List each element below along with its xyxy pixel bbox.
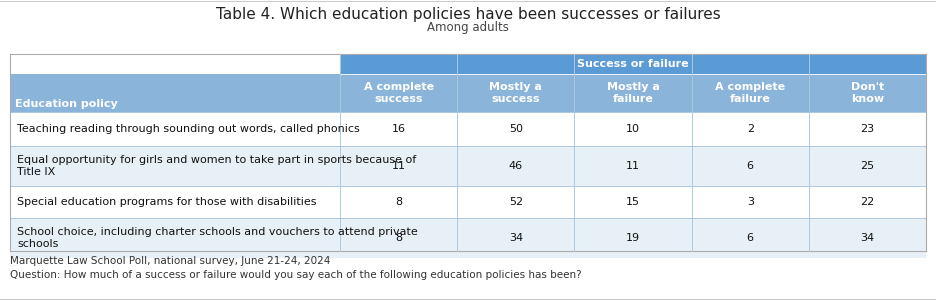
Text: 52: 52 [509,197,523,207]
Text: Question: How much of a success or failure would you say each of the following e: Question: How much of a success or failu… [10,270,581,280]
Text: Success or failure: Success or failure [578,59,689,69]
Text: 19: 19 [626,233,640,243]
Text: Table 4. Which education policies have been successes or failures: Table 4. Which education policies have b… [215,7,721,22]
Text: A complete
success: A complete success [363,82,433,104]
Text: Among adults: Among adults [427,22,509,34]
Text: Marquette Law School Poll, national survey, June 21-24, 2024: Marquette Law School Poll, national surv… [10,256,330,266]
Text: 8: 8 [395,197,402,207]
Text: 23: 23 [860,124,874,134]
Text: A complete
failure: A complete failure [715,82,785,104]
Text: 15: 15 [626,197,640,207]
Text: 22: 22 [860,197,874,207]
Text: 6: 6 [747,233,753,243]
Text: 16: 16 [391,124,405,134]
Bar [10,112,926,146]
Bar [340,54,926,74]
Text: 50: 50 [509,124,523,134]
Text: 46: 46 [509,161,523,171]
Text: 34: 34 [860,233,874,243]
Text: Mostly a
success: Mostly a success [490,82,542,104]
Text: 8: 8 [395,233,402,243]
Text: Don't
know: Don't know [851,82,884,104]
Text: School choice, including charter schools and vouchers to attend private
schools: School choice, including charter schools… [17,227,417,249]
Text: 10: 10 [626,124,640,134]
Bar [10,146,926,186]
Text: 34: 34 [509,233,523,243]
Text: 3: 3 [747,197,753,207]
Bar [10,186,926,218]
Text: Education policy: Education policy [15,99,118,109]
Text: 6: 6 [747,161,753,171]
Text: 25: 25 [860,161,874,171]
Text: Teaching reading through sounding out words, called phonics: Teaching reading through sounding out wo… [17,124,359,134]
Text: Mostly a
failure: Mostly a failure [607,82,660,104]
Text: 11: 11 [626,161,640,171]
Bar [10,74,926,112]
Text: Special education programs for those with disabilities: Special education programs for those wit… [17,197,316,207]
Text: 2: 2 [747,124,753,134]
Text: Equal opportunity for girls and women to take part in sports because of
Title IX: Equal opportunity for girls and women to… [17,155,417,177]
Text: 11: 11 [391,161,405,171]
Bar [10,218,926,258]
